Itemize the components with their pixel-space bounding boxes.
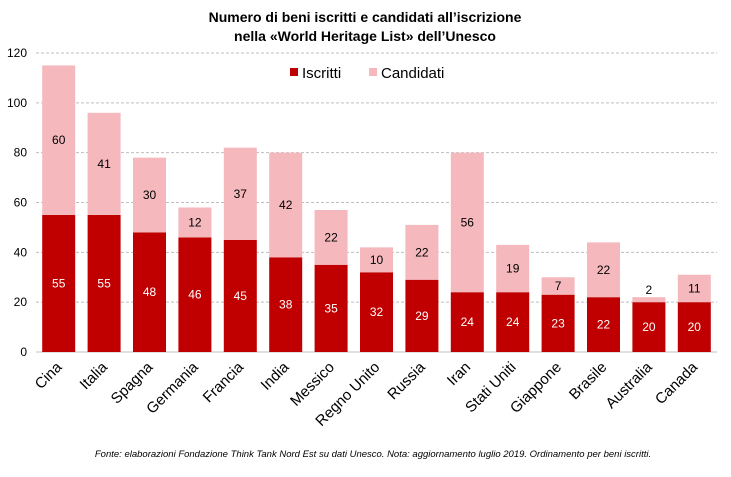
- bar-candidati: [587, 242, 620, 298]
- data-label-candidati: 22: [415, 245, 429, 259]
- legend-label-iscritti: Iscritti: [302, 65, 341, 82]
- data-label-candidati: 42: [279, 198, 293, 212]
- data-label-candidati: 7: [555, 279, 562, 293]
- legend-label-candidati: Candidati: [381, 65, 444, 82]
- chart-footnote: Fonte: elaborazioni Fondazione Think Tan…: [95, 449, 651, 460]
- data-label-iscritti: 55: [52, 276, 66, 290]
- y-tick-label: 100: [7, 96, 27, 110]
- category-label: Russia: [384, 358, 429, 403]
- bar-candidati: [360, 247, 393, 273]
- bar-iscritti: [360, 272, 393, 352]
- bar-candidati: [87, 112, 121, 215]
- data-label-iscritti: 46: [188, 288, 202, 302]
- bars: [42, 65, 711, 352]
- y-tick-label: 80: [14, 146, 28, 160]
- data-label-iscritti: 38: [279, 298, 293, 312]
- data-label-iscritti: 24: [506, 315, 520, 329]
- chart-title: Numero di beni iscritti e candidati all’…: [209, 9, 522, 25]
- y-tick-label: 60: [14, 196, 28, 210]
- data-label-iscritti: 48: [143, 285, 157, 299]
- bar-iscritti: [178, 237, 212, 352]
- data-label-iscritti: 55: [97, 276, 111, 290]
- chart-subtitle: nella «World Heritage List» dell’Unesco: [234, 28, 496, 44]
- y-tick-label: 120: [7, 46, 27, 60]
- data-label-candidati: 22: [597, 263, 611, 277]
- data-label-candidati: 56: [461, 215, 475, 229]
- data-label-iscritti: 23: [551, 316, 565, 330]
- y-tick-label: 20: [14, 295, 28, 309]
- bar-iscritti: [133, 232, 166, 352]
- category-label: Cina: [32, 358, 66, 392]
- category-label: India: [258, 358, 293, 393]
- bar-iscritti: [541, 294, 575, 352]
- bar-candidati: [133, 157, 166, 233]
- data-label-candidati: 12: [188, 215, 202, 229]
- bar-iscritti: [450, 292, 484, 352]
- bar-iscritti: [223, 239, 257, 352]
- bar-candidati: [632, 297, 666, 303]
- category-label: Canada: [652, 358, 702, 408]
- bar-iscritti: [405, 279, 439, 352]
- bar-candidati: [405, 224, 439, 280]
- bar-candidati: [677, 274, 711, 303]
- data-label-candidati: 37: [234, 187, 248, 201]
- y-axis-tick-labels: 0 20 40 60 80 100 120: [7, 46, 27, 359]
- bar-candidati: [541, 277, 575, 295]
- category-label: Iran: [444, 359, 474, 389]
- data-label-candidati: 60: [52, 133, 66, 147]
- bar-candidati: [269, 152, 303, 258]
- bar-iscritti: [587, 297, 620, 352]
- bar-iscritti: [677, 302, 711, 352]
- legend-swatch-candidati: [369, 68, 377, 76]
- bar-candidati: [223, 147, 257, 240]
- data-label-candidati: 19: [506, 262, 520, 276]
- y-tick-label: 0: [20, 345, 27, 359]
- data-label-iscritti: 35: [324, 301, 338, 315]
- category-label: Francia: [200, 358, 248, 406]
- legend: Iscritti Candidati: [290, 65, 444, 82]
- y-tick-label: 40: [14, 245, 28, 259]
- data-label-iscritti: 29: [415, 309, 429, 323]
- data-label-candidati: 22: [324, 230, 338, 244]
- bar-iscritti: [269, 257, 303, 352]
- bar-candidati: [496, 244, 530, 293]
- bar-candidati: [450, 152, 484, 293]
- category-label: Italia: [77, 358, 112, 393]
- bar-iscritti: [87, 214, 121, 352]
- data-label-candidati: 2: [646, 283, 653, 297]
- data-label-candidati: 30: [143, 188, 157, 202]
- data-label-iscritti: 22: [597, 318, 611, 332]
- data-label-iscritti: 45: [234, 289, 248, 303]
- legend-swatch-iscritti: [290, 68, 298, 76]
- bar-iscritti: [314, 264, 348, 352]
- data-label-iscritti: 20: [642, 320, 656, 334]
- data-label-iscritti: 24: [461, 315, 475, 329]
- bar-iscritti: [42, 214, 76, 352]
- bar-candidati: [178, 207, 212, 238]
- category-label: Brasile: [566, 359, 610, 403]
- bar-candidati: [314, 209, 348, 265]
- bar-iscritti: [496, 292, 530, 352]
- bar-iscritti: [632, 302, 666, 352]
- category-label: Australia: [602, 358, 656, 412]
- data-labels: 55 60 55 41 48 30 46 12 45 37 38 42 35 22 32 10 29 22 24 56…: [52, 133, 701, 334]
- bar-candidati: [42, 65, 76, 215]
- data-label-candidati: 11: [688, 281, 701, 295]
- data-label-candidati: 10: [370, 253, 384, 267]
- data-label-iscritti: 20: [688, 320, 702, 334]
- data-label-candidati: 41: [97, 157, 111, 171]
- data-label-iscritti: 32: [370, 305, 384, 319]
